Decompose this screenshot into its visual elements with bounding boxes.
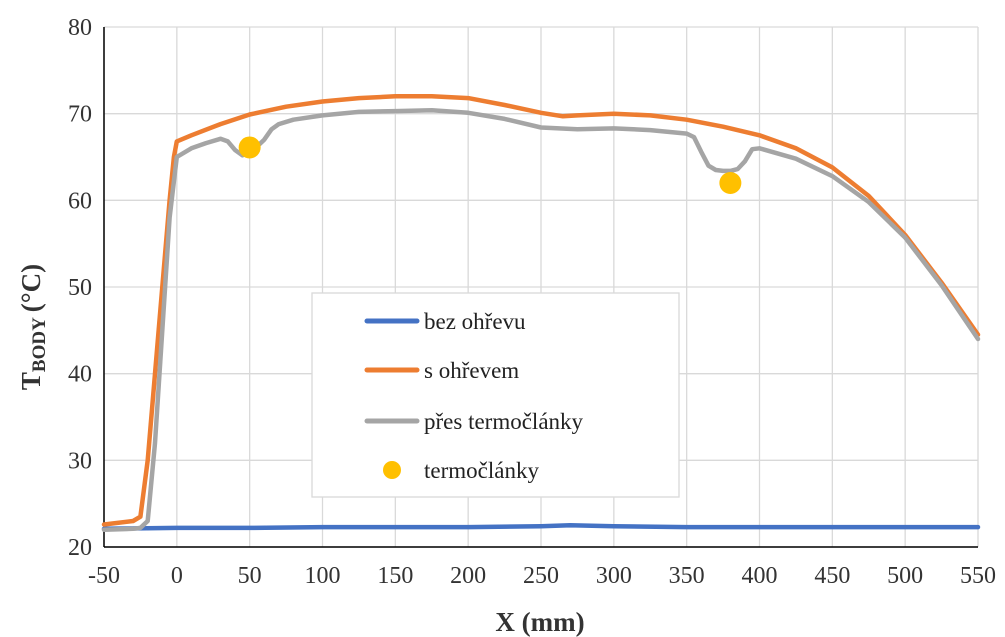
series-layer	[101, 94, 981, 532]
x-tick-label: 0	[171, 563, 183, 589]
legend: bez ohřevu s ohřevem přes termočlánky te…	[311, 292, 680, 498]
tick-labels: -50 0 50 100 150 200 250 300 350 400 450 500 550 20 30…	[68, 15, 996, 589]
legend-label-termoclanky: termočlánky	[424, 458, 539, 483]
x-tick-label: 300	[596, 563, 632, 589]
y-axis-title-main: T	[16, 372, 46, 390]
x-axis-title: X (mm)	[495, 607, 584, 637]
legend-label-pres-termoclanky: přes termočlánky	[424, 409, 584, 434]
y-tick-label: 70	[68, 102, 92, 128]
legend-label-s-ohrevem: s ohřevem	[424, 358, 519, 383]
x-tick-label: 100	[305, 563, 341, 589]
legend-swatch-termoclanky	[383, 461, 401, 479]
series-line-bez-ohrevu	[101, 523, 981, 532]
legend-box	[311, 292, 680, 498]
y-tick-label: 60	[68, 188, 92, 214]
y-tick-label: 30	[68, 448, 92, 474]
x-tick-label: 150	[377, 563, 413, 589]
x-tick-label: 500	[887, 563, 923, 589]
axes	[103, 27, 978, 548]
x-tick-label: 250	[523, 563, 559, 589]
x-tick-label: 200	[450, 563, 486, 589]
series-marker-termoclanky	[719, 172, 742, 194]
y-axis-title-subscript: BODY	[29, 317, 50, 372]
x-tick-label: 450	[814, 563, 850, 589]
x-tick-label: 350	[669, 563, 705, 589]
legend-label-bez-ohrevu: bez ohřevu	[424, 309, 526, 334]
svg-text:TBODY(°C): TBODY (°C)	[16, 264, 50, 390]
series-marker-termoclanky	[238, 136, 261, 159]
y-axis-title-unit: (°C)	[16, 264, 46, 312]
y-tick-label: 50	[68, 275, 92, 301]
y-tick-label: 80	[68, 15, 92, 41]
x-tick-label: 550	[960, 563, 996, 589]
y-axis-title: TBODY (°C)	[16, 264, 50, 390]
series-line-pres-termoclanky	[101, 107, 981, 532]
y-tick-label: 20	[68, 535, 92, 561]
x-tick-label: 400	[742, 563, 778, 589]
x-tick-label: 50	[238, 563, 262, 589]
x-tick-label: -50	[88, 563, 120, 589]
y-tick-label: 40	[68, 362, 92, 388]
